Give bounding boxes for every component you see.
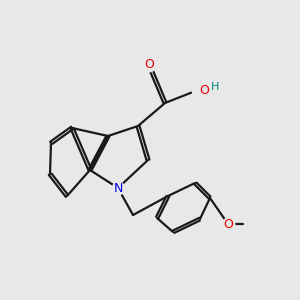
Text: O: O [144,58,154,71]
Text: N: N [113,182,123,194]
Text: O: O [223,218,233,230]
Text: H: H [211,82,219,92]
Text: O: O [200,83,209,97]
